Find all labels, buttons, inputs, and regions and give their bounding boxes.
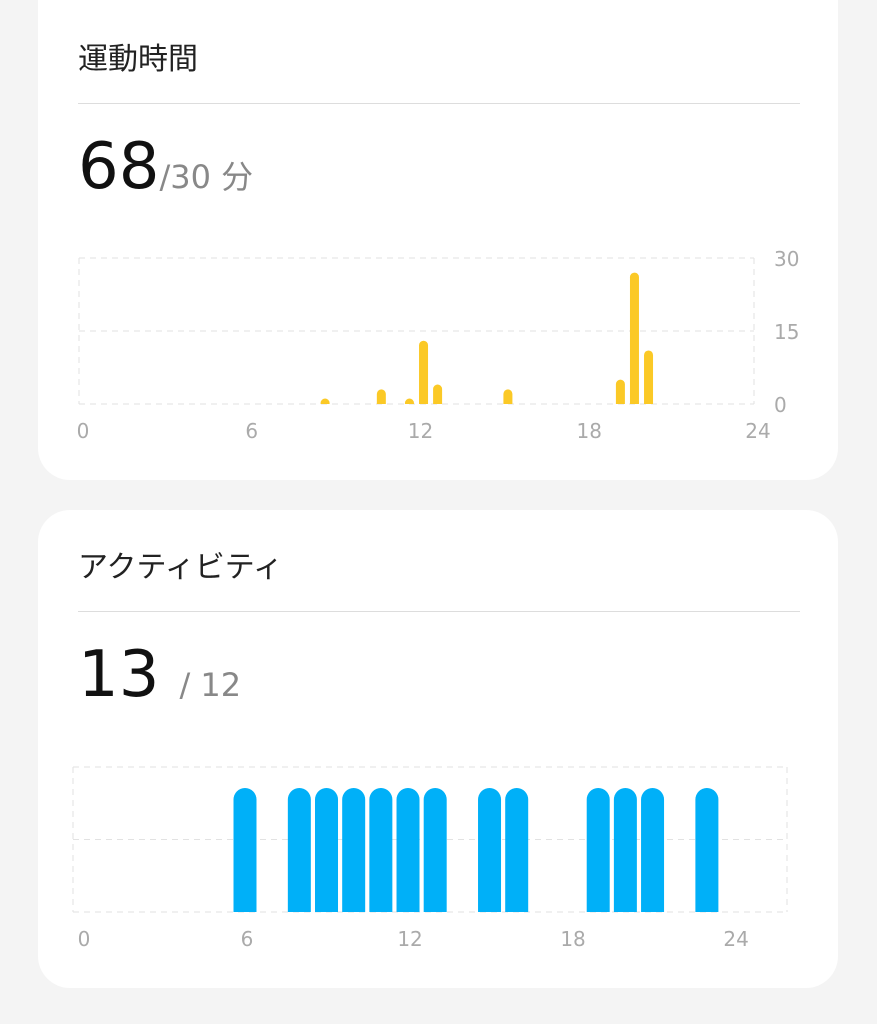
value: 68 [78, 130, 160, 204]
x-tick-label: 18 [577, 419, 602, 443]
exercise-value: 68/30 分 [78, 130, 253, 204]
divider [78, 611, 800, 612]
x-tick-label: 0 [77, 419, 90, 443]
bar [641, 788, 665, 912]
bar [404, 398, 414, 404]
bar [613, 788, 637, 912]
y-tick-label: 15 [774, 320, 799, 344]
bar [315, 788, 339, 912]
card-title: アクティビティ [78, 550, 283, 585]
bar [478, 788, 502, 912]
bar [433, 384, 443, 404]
bar [503, 389, 513, 404]
y-tick-label: 0 [774, 393, 787, 417]
bar [396, 788, 420, 912]
goal: / 12 [179, 666, 242, 704]
x-tick-label: 12 [408, 419, 433, 443]
activity-card[interactable]: アクティビティ 13 / 12 0 6 12 18 24 [38, 510, 838, 988]
bar [505, 788, 529, 912]
card-title: 運動時間 [78, 42, 198, 77]
x-tick-label: 24 [723, 927, 748, 951]
bar [423, 788, 447, 912]
exercise-chart: 30 15 0 0 6 12 18 24 [77, 247, 800, 443]
bar [615, 379, 625, 404]
exercise-time-card[interactable]: 運動時間 68/30 分 30 15 0 0 6 12 18 24 [38, 0, 838, 480]
bar [629, 272, 639, 404]
bar [376, 389, 386, 404]
bar [586, 788, 610, 912]
bar [644, 350, 654, 404]
activity-chart: 0 6 12 18 24 [72, 766, 788, 951]
x-tick-label: 12 [397, 927, 422, 951]
x-tick-label: 24 [745, 419, 770, 443]
activity-value: 13 / 12 [78, 638, 241, 712]
bar [369, 788, 393, 912]
bar [419, 340, 429, 404]
x-tick-label: 0 [78, 927, 91, 951]
x-tick-label: 6 [241, 927, 254, 951]
x-tick-label: 6 [245, 419, 258, 443]
bar [287, 788, 311, 912]
value: 13 [78, 638, 160, 712]
goal: /30 分 [159, 158, 254, 196]
y-tick-label: 30 [774, 247, 799, 271]
divider [78, 103, 800, 104]
x-tick-label: 18 [560, 927, 585, 951]
bar [233, 788, 257, 912]
bar [342, 788, 366, 912]
bar [320, 398, 330, 404]
bar [695, 788, 719, 912]
